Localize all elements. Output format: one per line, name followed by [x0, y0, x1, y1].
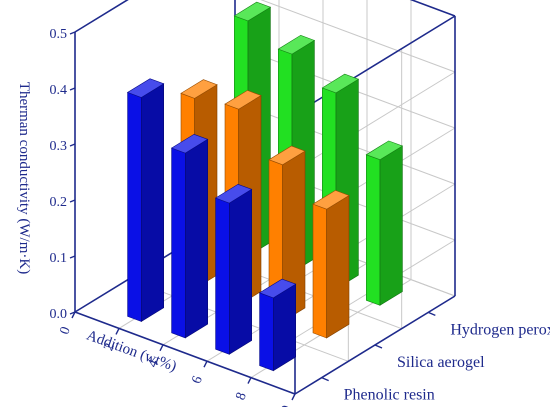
series-label: Silica aerogel [397, 354, 485, 371]
x-tick-label: 6 [189, 374, 205, 386]
bar-face-top [126, 78, 165, 98]
x-tick-label: 0 [57, 325, 73, 337]
y-tick-label: 0.2 [50, 195, 68, 210]
x-tick-label: 2 [101, 341, 117, 353]
axis-frame-edge [74, 311, 296, 395]
bar-face-top [258, 278, 297, 299]
bar-hydrogen-peroxide-8 [365, 140, 404, 306]
axis-frame-edge [74, 0, 129, 33]
bar-phenolic-resin-8 [258, 278, 297, 372]
x-tick-mark [203, 360, 208, 368]
bar-phenolic-resin-6 [214, 183, 253, 355]
bar-face-side [272, 283, 297, 372]
bar-face-top [321, 73, 360, 94]
y-tick-mark [69, 199, 76, 203]
x-tick-mark [115, 328, 120, 335]
bar-face-top [214, 183, 253, 204]
bar-face-front [365, 154, 381, 306]
gridline-backwall-y [294, 71, 456, 171]
bar-silica-aerogel-6 [268, 145, 306, 323]
y-tick-label: 0.4 [50, 83, 68, 98]
tick-layer: 0.0 0.1 0.2 0.3 0.4 0.5 0 2 4 6 8 10 Phenolic resin S… [50, 27, 550, 407]
axis-frame-edge [294, 15, 456, 115]
y-tick-label: 0.1 [50, 251, 68, 266]
bar-phenolic-resin-2 [126, 78, 165, 323]
x-axis-title: Addition (wt%) [84, 328, 178, 375]
x-tick-mark [159, 344, 164, 352]
bar-face-front [215, 197, 230, 355]
y-tick-label: 0.5 [50, 27, 68, 42]
bar-face-top [180, 79, 218, 99]
bar-face-side [141, 83, 164, 323]
axis-frame-edge [409, 0, 456, 17]
x-tick-mark [71, 311, 76, 319]
y-tick-mark [69, 143, 76, 147]
bar-face-front [171, 147, 186, 339]
bar-face-front [312, 203, 327, 339]
bar-face-top [277, 34, 316, 55]
bar-face-front [259, 292, 274, 372]
x-tick-mark [291, 393, 296, 401]
series-tick-mark [428, 311, 436, 316]
y-tick-label: 0.3 [50, 139, 68, 154]
bar-face-side [229, 188, 252, 355]
bar-face-side [379, 145, 403, 306]
x-tick-mark [247, 377, 252, 384]
bar-face-side [185, 138, 208, 339]
x-tick-label: 10 [276, 404, 295, 407]
bar-phenolic-resin-4 [170, 133, 209, 339]
series-label: Hydrogen peroxide [450, 321, 550, 338]
bar-face-top [170, 133, 209, 154]
bars-layer [126, 1, 404, 372]
bar-silica-aerogel-8 [312, 190, 350, 339]
series-tick-mark [374, 344, 383, 349]
gridline-sidewall-y [260, 0, 456, 73]
x-tick-label: 8 [233, 391, 249, 403]
bar-face-top [224, 90, 262, 110]
y-tick-mark [69, 87, 76, 91]
bar-face-top [268, 145, 306, 166]
bar-face-top [233, 1, 272, 22]
x-tick-label: 4 [145, 358, 161, 370]
bar-face-top [312, 190, 350, 210]
y-tick-label: 0.0 [50, 307, 68, 322]
bar-face-top [365, 140, 404, 161]
y-tick-mark [69, 255, 76, 259]
bar-face-side [326, 194, 350, 339]
series-label: Phenolic resin [344, 387, 435, 404]
bar-face-front [127, 91, 142, 322]
y-axis-title: Therman conductivity (W/m·K) [16, 82, 32, 274]
series-tick-mark [321, 377, 329, 382]
y-tick-mark [69, 31, 76, 35]
